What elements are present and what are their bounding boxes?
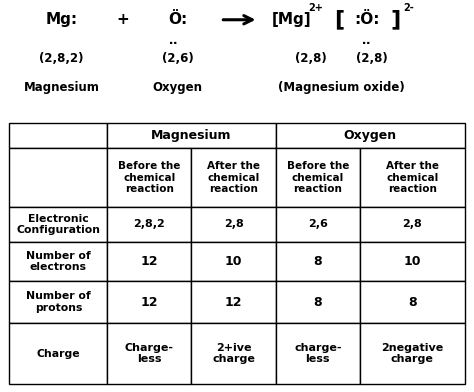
Bar [276, 207, 360, 242]
Bar [9, 148, 107, 207]
Text: ]: ] [391, 10, 401, 30]
Text: 2,6: 2,6 [308, 220, 328, 229]
Text: (Magnesium oxide): (Magnesium oxide) [278, 81, 405, 94]
Bar [107, 148, 191, 207]
Text: Before the
chemical
reaction: Before the chemical reaction [287, 161, 349, 194]
Bar [276, 242, 360, 281]
Bar [276, 281, 360, 323]
Text: ‥: ‥ [362, 34, 370, 47]
Bar [276, 123, 465, 148]
Bar [9, 123, 107, 148]
Text: After the
chemical
reaction: After the chemical reaction [386, 161, 439, 194]
Bar [191, 148, 276, 207]
Bar [107, 123, 276, 148]
Bar [191, 207, 276, 242]
Text: 2negative
charge: 2negative charge [381, 343, 443, 364]
Bar [9, 242, 107, 281]
Bar [9, 207, 107, 242]
Text: Number of
protons: Number of protons [26, 291, 91, 313]
Text: Ö:: Ö: [168, 12, 187, 27]
Bar [360, 207, 465, 242]
Text: Number of
electrons: Number of electrons [26, 251, 91, 272]
Bar [191, 323, 276, 384]
Text: +: + [117, 12, 129, 27]
Text: :Ö:: :Ö: [355, 12, 380, 27]
Bar [191, 242, 276, 281]
Text: 2+ive
charge: 2+ive charge [212, 343, 255, 364]
Text: 2-: 2- [403, 3, 414, 13]
Bar [9, 281, 107, 323]
Text: Charge: Charge [36, 348, 80, 359]
Text: [: [ [334, 10, 344, 30]
Bar [107, 207, 191, 242]
Bar [107, 242, 191, 281]
Text: (2,6): (2,6) [162, 52, 193, 65]
Text: 10: 10 [403, 255, 421, 268]
Text: 12: 12 [225, 296, 242, 309]
Text: 8: 8 [408, 296, 417, 309]
Bar [360, 242, 465, 281]
Text: 8: 8 [313, 296, 322, 309]
Bar [360, 148, 465, 207]
Text: [Mg]: [Mg] [272, 12, 311, 27]
Bar [360, 281, 465, 323]
Text: Magnesium: Magnesium [151, 129, 232, 142]
Bar [276, 148, 360, 207]
Text: 2,8: 2,8 [224, 220, 244, 229]
Bar [276, 323, 360, 384]
Text: (2,8): (2,8) [356, 52, 388, 65]
Bar [191, 281, 276, 323]
Text: After the
chemical
reaction: After the chemical reaction [207, 161, 260, 194]
Text: 10: 10 [225, 255, 242, 268]
Text: charge-
less: charge- less [294, 343, 342, 364]
Text: 2+: 2+ [308, 3, 323, 13]
Text: Oxygen: Oxygen [344, 129, 397, 142]
Bar [9, 323, 107, 384]
Text: 8: 8 [313, 255, 322, 268]
Text: Oxygen: Oxygen [153, 81, 203, 94]
Bar [360, 323, 465, 384]
Text: Mg:: Mg: [46, 12, 78, 27]
Bar [107, 281, 191, 323]
Text: Charge-
less: Charge- less [125, 343, 174, 364]
Text: (2,8): (2,8) [295, 52, 326, 65]
Bar [107, 323, 191, 384]
Text: Electronic
Configuration: Electronic Configuration [17, 214, 100, 235]
Text: 2,8,2: 2,8,2 [134, 220, 165, 229]
Text: Before the
chemical
reaction: Before the chemical reaction [118, 161, 181, 194]
Text: 12: 12 [141, 296, 158, 309]
Text: ‥: ‥ [169, 34, 177, 47]
Text: 12: 12 [141, 255, 158, 268]
Text: Magnesium: Magnesium [24, 81, 100, 94]
Text: (2,8,2): (2,8,2) [39, 52, 84, 65]
Text: 2,8: 2,8 [402, 220, 422, 229]
